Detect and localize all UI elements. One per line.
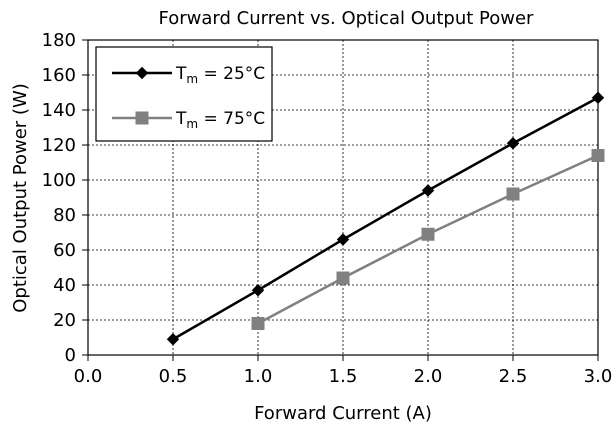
data-point — [166, 333, 180, 346]
data-point — [506, 187, 520, 201]
data-point — [506, 137, 520, 150]
legend-entry: Tm = 25°C — [112, 64, 265, 86]
data-point — [591, 149, 605, 162]
x-tick-label: 1.0 — [244, 366, 273, 387]
legend-label: Tm = 25°C — [175, 64, 265, 86]
series-line — [172, 96, 599, 341]
axes: 0.0 0.5 1.0 1.5 2.0 2.5 3.0 0 20 40 60 80 100 120 140 1… — [42, 30, 613, 387]
legend-box — [95, 46, 273, 142]
data-point — [591, 91, 605, 104]
y-tick-label: 20 — [53, 310, 76, 331]
x-tick-label: 1.5 — [329, 366, 358, 387]
series-layer — [166, 91, 605, 346]
x-tick-label: 0.5 — [159, 366, 188, 387]
series-tm-75c — [251, 149, 605, 330]
y-axis-label: Optical Output Power (W) — [10, 83, 31, 313]
data-point — [336, 233, 350, 246]
data-point — [336, 271, 350, 285]
legend-entry: Tm = 75°C — [112, 109, 265, 131]
grid-lines — [88, 40, 598, 355]
data-point — [421, 227, 435, 241]
y-tick-label: 0 — [65, 345, 76, 366]
data-point — [251, 284, 265, 297]
x-tick-label: 0.0 — [74, 366, 103, 387]
legend: Tm = 25°C Tm = 75°C — [95, 46, 273, 142]
x-tick-label: 2.5 — [499, 366, 528, 387]
y-tick-label: 120 — [42, 135, 76, 156]
legend-marker — [135, 66, 149, 80]
legend-marker — [135, 111, 149, 125]
y-tick-label: 80 — [53, 205, 76, 226]
y-tick-label: 100 — [42, 170, 76, 191]
x-tick-label: 3.0 — [584, 366, 613, 387]
series-tm-25c — [166, 91, 605, 346]
y-tick-label: 40 — [53, 275, 76, 296]
chart-title: Forward Current vs. Optical Output Power — [159, 8, 534, 29]
y-tick-label: 140 — [42, 100, 76, 121]
x-tick-label: 2.0 — [414, 366, 443, 387]
y-tick-label: 160 — [42, 65, 76, 86]
y-tick-label: 60 — [53, 240, 76, 261]
data-point — [421, 184, 435, 197]
data-point — [251, 317, 265, 330]
legend-label: Tm = 75°C — [175, 109, 265, 131]
y-tick-label: 180 — [42, 30, 76, 51]
x-axis-label: Forward Current (A) — [254, 403, 432, 424]
